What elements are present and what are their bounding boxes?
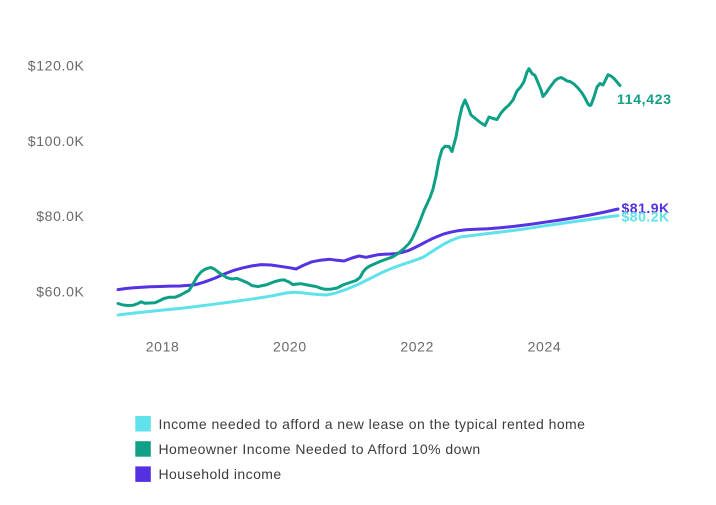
svg-text:$80.0K: $80.0K — [36, 208, 84, 224]
svg-text:Household income: Household income — [159, 466, 282, 482]
svg-text:114,423: 114,423 — [617, 91, 672, 107]
svg-text:Homeowner Income Needed to Aff: Homeowner Income Needed to Afford 10% do… — [159, 441, 481, 457]
svg-text:$100.0K: $100.0K — [28, 133, 85, 149]
svg-text:2020: 2020 — [273, 338, 307, 354]
svg-text:$81.9K: $81.9K — [622, 200, 670, 216]
svg-text:2024: 2024 — [528, 338, 562, 354]
svg-text:2018: 2018 — [146, 338, 180, 354]
svg-text:2022: 2022 — [400, 338, 434, 354]
svg-text:$120.0K: $120.0K — [28, 58, 85, 74]
svg-text:$80.2K: $80.2K — [622, 209, 670, 225]
svg-text:$60.0K: $60.0K — [36, 284, 84, 300]
svg-text:Income needed to afford a new: Income needed to afford a new lease on t… — [159, 416, 586, 432]
